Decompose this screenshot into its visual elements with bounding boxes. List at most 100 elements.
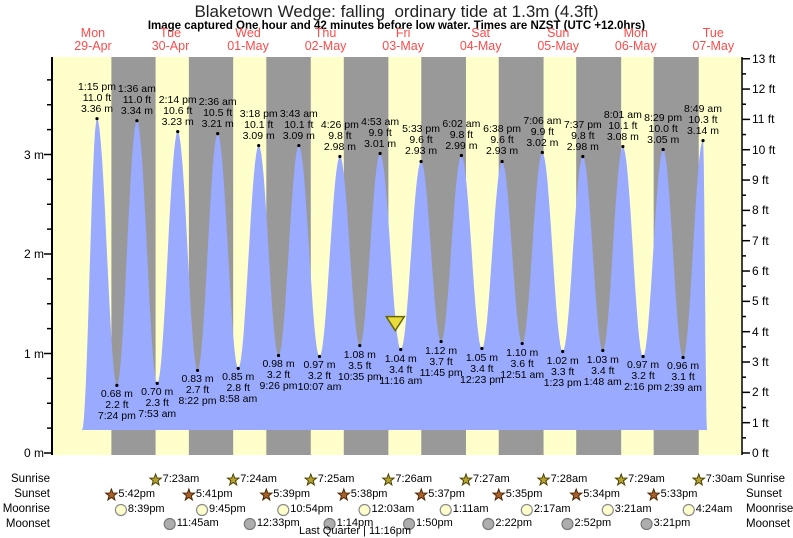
moonset-time: 2:52pm: [574, 517, 612, 529]
moonset-circle-icon: [640, 517, 653, 531]
low-tide-annotation: 0.97 m 3.2 ft 10:07 am: [297, 359, 342, 394]
sunset-time: 5:39pm: [273, 488, 310, 500]
sunrise-star-icon: [458, 472, 474, 487]
tide-extreme-dot: [297, 143, 301, 148]
y-axis-right-label: 8 ft: [752, 203, 769, 218]
moonset-circle-icon: [561, 517, 574, 531]
moonrise-time: 10:54pm: [290, 503, 334, 515]
y-axis-right-label: 6 ft: [752, 264, 769, 279]
y-axis-right-label: 9 ft: [752, 173, 769, 188]
moonrise-circle-icon: [439, 503, 452, 517]
day-label: Sun 05-May: [537, 26, 580, 53]
sunset-star-icon: [181, 487, 196, 502]
tide-extreme-dot: [358, 343, 362, 348]
tide-curve-area: [82, 118, 707, 430]
tide-extreme-dot: [195, 368, 200, 373]
tide-extreme-dot: [95, 117, 99, 121]
low-tide-annotation: 0.85 m 2.8 ft 8:58 am: [219, 371, 258, 406]
sunset-star-icon: [646, 487, 661, 502]
tide-extreme-dot: [681, 355, 685, 360]
low-tide-annotation: 0.68 m 2.2 ft 7:24 pm: [97, 388, 136, 423]
y-axis-left-label: 2 m: [23, 247, 44, 261]
sunset-star-icon: [569, 487, 584, 502]
sunrise-time: 7:28am: [550, 473, 588, 485]
moonset-time: 2:22pm: [495, 517, 533, 529]
sunset-time: 5:42pm: [118, 488, 156, 500]
tide-extreme-dot: [500, 159, 504, 164]
current-tide-triangle-icon: [384, 315, 406, 333]
tide-extreme-dot: [480, 346, 484, 351]
high-tide-annotation: 7:06 am 9.9 ft 3.02 m: [523, 114, 562, 149]
sunrise-star-icon: [148, 472, 163, 487]
y-axis-right-label: 7 ft: [752, 233, 769, 248]
sunset-star-icon: [336, 487, 351, 502]
sunrise-time: 7:30am: [705, 473, 743, 485]
moonrise-time: 3:21am: [614, 503, 652, 515]
tide-extreme-dot: [216, 132, 220, 136]
tide-extreme-dot: [135, 119, 139, 123]
sunrise-star-icon: [381, 472, 396, 487]
day-label: Thu 02-May: [304, 26, 347, 53]
tide-extreme-dot: [601, 348, 605, 353]
high-tide-annotation: 6:02 am 9.8 ft 2.99 m: [442, 117, 481, 152]
high-tide-annotation: 6:38 pm 9.6 ft 2.93 m: [483, 123, 522, 158]
low-tide-annotation: 1.02 m 3.3 ft 1:23 pm: [543, 354, 582, 389]
y-axis-right-label: 1 ft: [752, 415, 769, 430]
moonset-circle-icon: [402, 517, 416, 531]
high-tide-annotation: 8:49 am 10.3 ft 3.14 m: [684, 102, 722, 137]
tide-extreme-dot: [317, 354, 322, 359]
sunset-time: 5:34pm: [583, 488, 620, 500]
day-label: Tue 07-May: [692, 26, 735, 53]
tide-extreme-dot: [641, 354, 645, 359]
sunrise-time: 7:26am: [395, 473, 433, 485]
moonrise-time: 4:24am: [695, 503, 733, 515]
high-tide-annotation: 1:36 am 11.0 ft 3.34 m: [117, 82, 156, 117]
day-label: Mon 29-Apr: [74, 26, 112, 53]
low-tide-annotation: 1.08 m 3.5 ft 10:35 pm: [337, 348, 382, 383]
y-axis-left-label: 1 m: [23, 346, 44, 361]
moonset-circle-icon: [243, 517, 256, 531]
y-axis-left-label: 3 m: [23, 147, 44, 162]
low-tide-annotation: 0.98 m 3.2 ft 9:26 pm: [259, 358, 298, 393]
sunset-time: 5:41pm: [195, 488, 233, 500]
sunrise-row-label-right: Sunrise: [746, 473, 785, 485]
low-tide-annotation: 0.97 m 3.2 ft 2:16 pm: [624, 359, 663, 394]
low-tide-annotation: 1.05 m 3.4 ft 12:23 pm: [460, 351, 504, 386]
sunrise-time: 7:27am: [472, 473, 510, 485]
moonrise-time: 12:03am: [371, 503, 415, 515]
low-tide-annotation: 1.03 m 3.4 ft 1:48 am: [583, 353, 622, 388]
sunset-row-label-right: Sunset: [746, 488, 782, 500]
high-tide-annotation: 5:33 pm 9.6 ft 2.93 m: [402, 123, 441, 158]
moonset-time: 11:45am: [176, 517, 219, 529]
day-label: Mon 06-May: [614, 26, 657, 53]
moonrise-circle-icon: [114, 503, 128, 517]
y-axis-right-label: 0 ft: [752, 446, 769, 460]
tide-extreme-dot: [155, 381, 159, 385]
high-tide-annotation: 1:15 pm 11.0 ft 3.36 m: [78, 80, 116, 115]
y-axis-right-label: 2 ft: [752, 385, 769, 400]
sunset-star-icon: [104, 487, 119, 502]
low-tide-annotation: 1.04 m 3.4 ft 11:16 am: [379, 352, 423, 387]
sunset-time: 5:35pm: [505, 488, 543, 500]
sunrise-row-label-left: Sunrise: [11, 473, 50, 485]
moonset-row-label-right: Moonset: [746, 518, 791, 530]
y-axis-right-label: 3 ft: [752, 355, 769, 370]
moonrise-circle-icon: [195, 503, 209, 517]
sunrise-time: 7:29am: [628, 473, 665, 485]
high-tide-annotation: 3:18 pm 10.1 ft 3.09 m: [239, 107, 278, 142]
sunset-star-icon: [259, 487, 274, 502]
moonset-time: 1:50pm: [416, 517, 453, 529]
tide-extreme-dot: [176, 130, 180, 134]
y-axis-right-label: 4 ft: [752, 324, 769, 339]
moonrise-time: 9:45pm: [209, 503, 246, 515]
moonrise-circle-icon: [277, 503, 290, 517]
tide-extreme-dot: [520, 341, 524, 346]
moonrise-row-label-right: Moonrise: [746, 503, 793, 515]
moonrise-row-label-left: Moonrise: [2, 503, 50, 515]
chart-subtitle: Image captured One hour and 42 minutes b…: [147, 20, 646, 32]
y-axis-right-label: 11 ft: [752, 112, 775, 127]
moon-phase-label: Last Quarter | 11:16pm: [298, 525, 412, 537]
sunrise-star-icon: [226, 472, 241, 487]
y-axis-right-label: 13 ft: [752, 51, 776, 66]
